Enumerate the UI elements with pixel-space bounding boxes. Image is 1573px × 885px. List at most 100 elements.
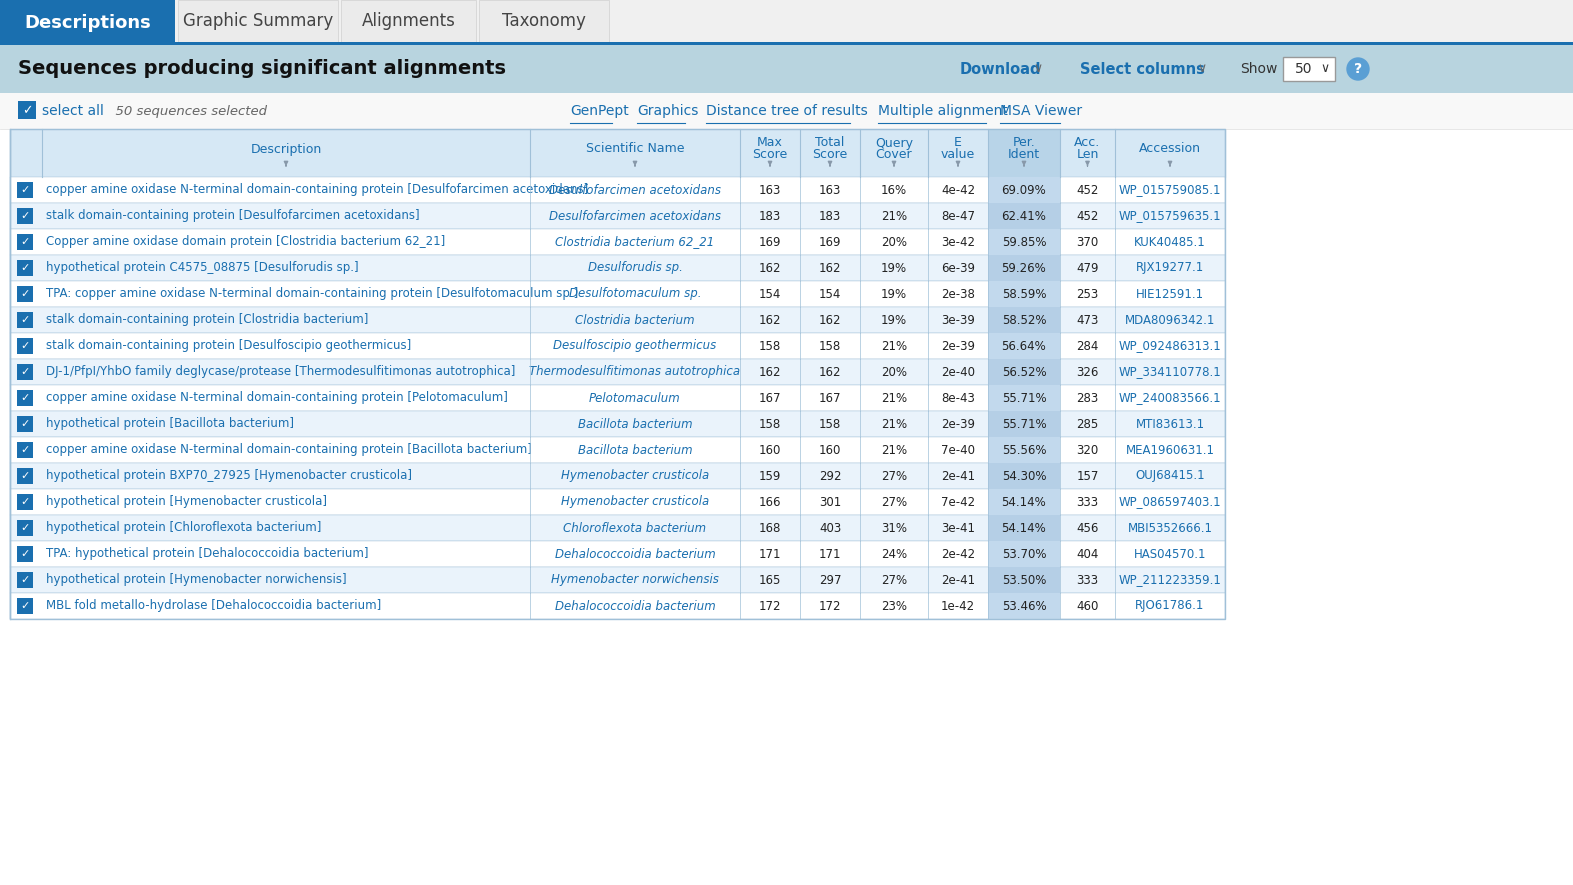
Text: Score: Score	[812, 149, 848, 161]
Bar	[988, 593, 1060, 619]
Text: WP_086597403.1: WP_086597403.1	[1118, 496, 1221, 509]
Text: value: value	[941, 149, 975, 161]
Text: MSA Viewer: MSA Viewer	[1000, 104, 1082, 118]
Bar	[9, 515, 1225, 541]
Text: Desulfoscipio geothermicus: Desulfoscipio geothermicus	[554, 340, 717, 352]
Bar	[988, 437, 1060, 463]
Text: 159: 159	[758, 470, 782, 482]
Text: Hymenobacter crusticola: Hymenobacter crusticola	[562, 470, 709, 482]
Text: 16%: 16%	[881, 183, 908, 196]
Text: 158: 158	[758, 340, 782, 352]
Text: 162: 162	[820, 366, 842, 379]
Text: 285: 285	[1076, 418, 1098, 430]
Bar	[9, 437, 1225, 463]
Bar	[9, 177, 1225, 203]
Text: OUJ68415.1: OUJ68415.1	[1136, 470, 1205, 482]
Text: 8e-43: 8e-43	[941, 391, 975, 404]
Bar	[9, 385, 1225, 411]
Text: ✓: ✓	[20, 237, 30, 247]
Text: HIE12591.1: HIE12591.1	[1136, 288, 1203, 301]
Text: 2e-39: 2e-39	[941, 340, 975, 352]
Text: 55.71%: 55.71%	[1002, 391, 1046, 404]
Bar	[988, 203, 1060, 229]
Bar	[9, 229, 1225, 255]
Bar	[17, 364, 33, 380]
Text: Cover: Cover	[876, 149, 912, 161]
Text: WP_211223359.1: WP_211223359.1	[1118, 573, 1222, 587]
Bar	[178, 0, 338, 43]
Text: Accession: Accession	[1139, 142, 1202, 156]
Text: 162: 162	[820, 261, 842, 274]
Text: 473: 473	[1076, 313, 1098, 327]
Text: 452: 452	[1076, 183, 1098, 196]
Text: 56.52%: 56.52%	[1002, 366, 1046, 379]
Text: Hymenobacter norwichensis: Hymenobacter norwichensis	[551, 573, 719, 587]
Text: hypothetical protein [Hymenobacter norwichensis]: hypothetical protein [Hymenobacter norwi…	[46, 573, 346, 587]
Text: 160: 160	[820, 443, 842, 457]
Text: 283: 283	[1076, 391, 1098, 404]
Text: GenPept: GenPept	[569, 104, 629, 118]
Bar	[17, 182, 33, 198]
Text: 21%: 21%	[881, 418, 908, 430]
Text: Query: Query	[875, 136, 912, 150]
Text: 169: 169	[820, 235, 842, 249]
Bar	[17, 338, 33, 354]
Text: ✓: ✓	[20, 393, 30, 403]
Text: Clostridia bacterium: Clostridia bacterium	[576, 313, 695, 327]
Bar	[17, 546, 33, 562]
Text: 456: 456	[1076, 521, 1098, 535]
Text: Distance tree of results: Distance tree of results	[706, 104, 868, 118]
Bar	[988, 229, 1060, 255]
Text: 54.30%: 54.30%	[1002, 470, 1046, 482]
Text: Pelotomaculum: Pelotomaculum	[590, 391, 681, 404]
Text: 58.52%: 58.52%	[1002, 313, 1046, 327]
Bar	[0, 93, 1573, 129]
Text: Dehalococcoidia bacterium: Dehalococcoidia bacterium	[555, 599, 716, 612]
Text: 59.26%: 59.26%	[1002, 261, 1046, 274]
Text: stalk domain-containing protein [Clostridia bacterium]: stalk domain-containing protein [Clostri…	[46, 313, 368, 327]
Text: 23%: 23%	[881, 599, 908, 612]
Text: 19%: 19%	[881, 288, 908, 301]
Text: 320: 320	[1076, 443, 1098, 457]
Text: Clostridia bacterium 62_21: Clostridia bacterium 62_21	[555, 235, 714, 249]
Text: ✓: ✓	[20, 549, 30, 559]
Text: copper amine oxidase N-terminal domain-containing protein [Bacillota bacterium]: copper amine oxidase N-terminal domain-c…	[46, 443, 532, 457]
Text: Score: Score	[752, 149, 788, 161]
Text: 333: 333	[1076, 573, 1098, 587]
Text: DJ-1/PfpI/YhbO family deglycase/protease [Thermodesulfitimonas autotrophica]: DJ-1/PfpI/YhbO family deglycase/protease…	[46, 366, 516, 379]
Text: 58.59%: 58.59%	[1002, 288, 1046, 301]
Text: 54.14%: 54.14%	[1002, 521, 1046, 535]
Text: hypothetical protein [Hymenobacter crusticola]: hypothetical protein [Hymenobacter crust…	[46, 496, 327, 509]
Text: 253: 253	[1076, 288, 1098, 301]
Text: 404: 404	[1076, 548, 1098, 560]
Text: 172: 172	[820, 599, 842, 612]
Text: ✓: ✓	[20, 523, 30, 533]
Text: KUK40485.1: KUK40485.1	[1134, 235, 1206, 249]
Text: 69.09%: 69.09%	[1002, 183, 1046, 196]
Text: 284: 284	[1076, 340, 1098, 352]
Text: 27%: 27%	[881, 496, 908, 509]
Text: 169: 169	[758, 235, 782, 249]
Bar	[1284, 57, 1335, 81]
Text: 166: 166	[758, 496, 782, 509]
Text: hypothetical protein C4575_08875 [Desulforudis sp.]: hypothetical protein C4575_08875 [Desulf…	[46, 261, 359, 274]
Text: 54.14%: 54.14%	[1002, 496, 1046, 509]
Text: 2e-41: 2e-41	[941, 573, 975, 587]
Text: 370: 370	[1076, 235, 1098, 249]
Text: 333: 333	[1076, 496, 1098, 509]
Text: ✓: ✓	[20, 419, 30, 429]
Bar	[480, 0, 609, 43]
Text: 27%: 27%	[881, 470, 908, 482]
Bar	[0, 42, 1573, 45]
Text: 19%: 19%	[881, 261, 908, 274]
Text: 8e-47: 8e-47	[941, 210, 975, 222]
Text: 158: 158	[758, 418, 782, 430]
Bar	[17, 260, 33, 276]
Bar	[0, 45, 1573, 93]
Text: 403: 403	[820, 521, 842, 535]
Bar	[0, 0, 1573, 45]
Bar	[9, 129, 1225, 177]
Text: Dehalococcoidia bacterium: Dehalococcoidia bacterium	[555, 548, 716, 560]
Bar	[988, 515, 1060, 541]
Text: ✓: ✓	[20, 341, 30, 351]
